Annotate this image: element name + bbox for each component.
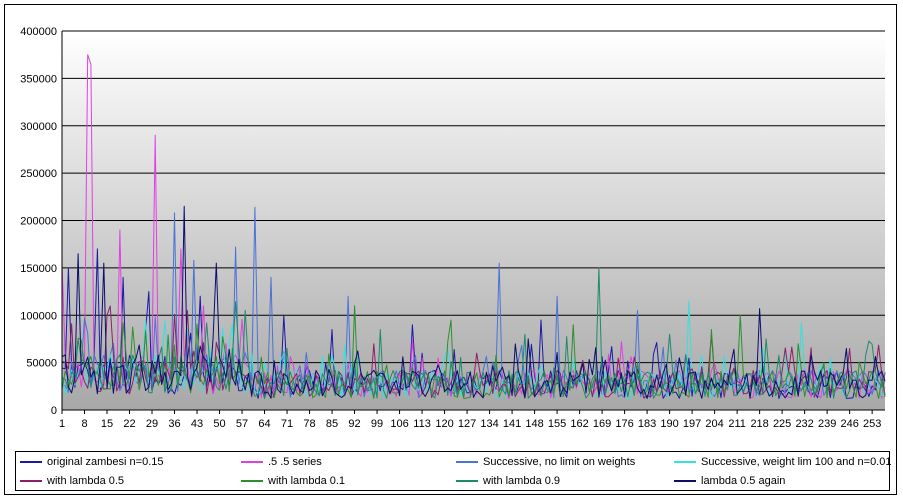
x-tick-label: 141 (503, 418, 521, 430)
legend-item: with lambda 0.9 (456, 472, 560, 490)
x-tick-label: 155 (548, 418, 566, 430)
y-tick-label: 350000 (20, 73, 57, 85)
legend-label: Successive, no limit on weights (483, 456, 636, 468)
x-tick-label: 92 (348, 418, 360, 430)
legend-swatch (456, 480, 478, 482)
legend-label: with lambda 0.1 (268, 475, 346, 487)
y-axis: 0 50000 100000 150000 200000 250000 300000 3500… (20, 26, 63, 417)
y-tick-label: 250000 (20, 168, 57, 180)
x-tick-label: 57 (236, 418, 248, 430)
legend-swatch (20, 480, 42, 482)
series-layer (61, 54, 886, 400)
x-tick-label: 85 (326, 418, 338, 430)
x-tick-label: 106 (390, 418, 408, 430)
legend-label: lambda 0.5 again (701, 475, 786, 487)
legend-swatch (20, 461, 42, 463)
x-tick-label: 127 (458, 418, 476, 430)
legend-swatch (674, 480, 696, 482)
x-tick-label: 169 (593, 418, 611, 430)
legend-label: .5 .5 series (268, 456, 322, 468)
x-tick-label: 64 (258, 418, 270, 430)
x-tick-label: 8 (81, 418, 87, 430)
x-tick-label: 22 (123, 418, 135, 430)
x-axis: 1 8 15 22 29 36 43 50 57 64 71 78 85 92 99 106 113 120 127… (59, 409, 885, 430)
x-tick-label: 183 (638, 418, 656, 430)
x-tick-label: 113 (413, 418, 431, 430)
x-tick-label: 99 (371, 418, 383, 430)
series-line (61, 305, 886, 400)
x-tick-label: 225 (773, 418, 791, 430)
legend-item: lambda 0.5 again (674, 472, 785, 490)
x-tick-label: 204 (705, 418, 723, 430)
legend-label: with lambda 0.9 (483, 475, 561, 487)
y-tick-label: 100000 (20, 310, 57, 322)
chart-frame: 0 50000 100000 150000 200000 250000 300000 3500… (4, 4, 897, 495)
series-line (61, 206, 886, 399)
x-tick-label: 43 (191, 418, 203, 430)
x-tick-label: 197 (683, 418, 701, 430)
x-tick-label: 78 (303, 418, 315, 430)
x-tick-label: 246 (840, 418, 858, 430)
legend-item: Successive, weight lim 100 and n=0.01 (674, 453, 891, 471)
x-tick-label: 176 (615, 418, 633, 430)
y-tick-label: 400000 (20, 26, 57, 38)
legend-item: .5 .5 series (241, 453, 322, 471)
x-tick-label: 134 (480, 418, 498, 430)
legend-item: with lambda 0.1 (241, 472, 345, 490)
x-tick-label: 50 (213, 418, 225, 430)
x-tick-label: 190 (660, 418, 678, 430)
y-tick-label: 0 (51, 405, 57, 417)
y-tick-label: 300000 (20, 121, 57, 133)
legend-label: original zambesi n=0.15 (47, 456, 164, 468)
x-tick-label: 1 (59, 418, 65, 430)
series-line (61, 305, 886, 399)
x-tick-label: 71 (281, 418, 293, 430)
legend-item: original zambesi n=0.15 (20, 453, 164, 471)
x-tick-label: 29 (146, 418, 158, 430)
legend-swatch (241, 480, 263, 482)
x-tick-label: 148 (525, 418, 543, 430)
legend-item: with lambda 0.5 (20, 472, 124, 490)
legend-item: Successive, no limit on weights (456, 453, 635, 471)
line-chart: 0 50000 100000 150000 200000 250000 300000 3500… (20, 26, 886, 430)
series-line (61, 205, 886, 399)
x-tick-label: 120 (435, 418, 453, 430)
x-tick-label: 232 (795, 418, 813, 430)
legend-label: with lambda 0.5 (47, 475, 125, 487)
y-tick-label: 50000 (26, 358, 57, 370)
y-tick-label: 150000 (20, 263, 57, 275)
legend-swatch (241, 461, 263, 463)
x-tick-label: 218 (750, 418, 768, 430)
x-tick-label: 239 (818, 418, 836, 430)
x-tick-label: 162 (570, 418, 588, 430)
x-tick-label: 15 (101, 418, 113, 430)
legend-swatch (456, 461, 478, 463)
x-tick-label: 211 (728, 418, 746, 430)
legend-label: Successive, weight lim 100 and n=0.01 (701, 456, 892, 468)
legend: original zambesi n=0.15 .5 .5 series Succe… (15, 451, 891, 491)
legend-swatch (674, 461, 696, 463)
series-line (61, 267, 886, 400)
x-tick-label: 36 (168, 418, 180, 430)
x-tick-label: 253 (863, 418, 881, 430)
y-tick-label: 200000 (20, 216, 57, 228)
